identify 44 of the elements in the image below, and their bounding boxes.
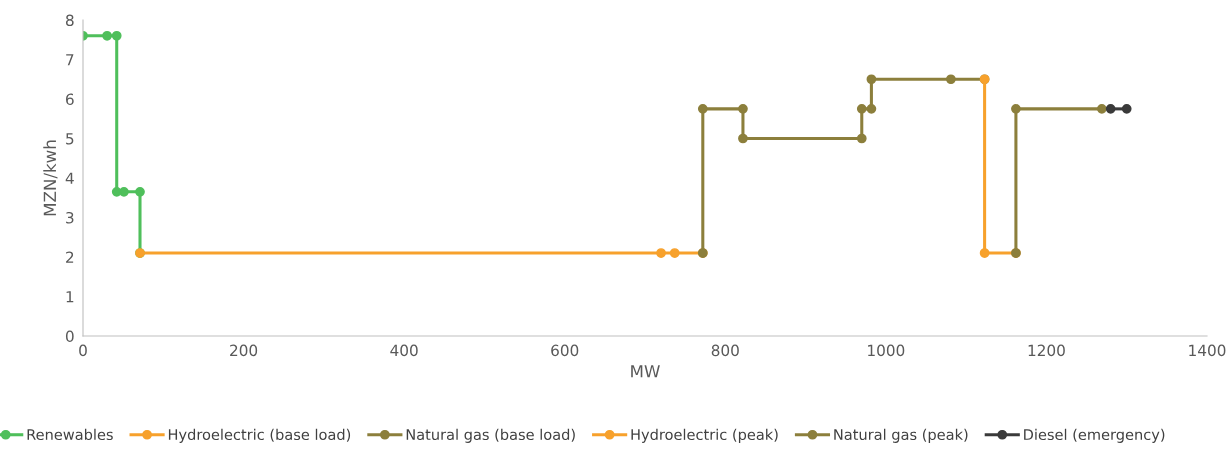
x-axis-title: MW <box>631 365 660 378</box>
point <box>866 104 877 114</box>
point <box>1011 104 1021 114</box>
x-tick-label: 600 <box>551 344 579 357</box>
y-axis-title: MZN/kwh <box>43 140 58 216</box>
point <box>856 104 867 114</box>
x-tick-label: 1400 <box>1189 344 1226 357</box>
point <box>135 186 145 197</box>
point <box>856 133 867 144</box>
legend-label: Natural gas (base load) <box>406 428 575 443</box>
x-tick-label: 1000 <box>868 344 905 357</box>
x-tick-label: 1200 <box>1028 344 1065 357</box>
point <box>102 30 112 41</box>
point <box>1105 104 1116 114</box>
y-tick-label: 2 <box>66 251 74 263</box>
y-tick-label: 0 <box>65 330 74 343</box>
x-tick-label: 0 <box>79 344 87 357</box>
y-tick-label: 3 <box>66 211 74 224</box>
point <box>946 74 956 85</box>
x-tick-label: 200 <box>230 344 258 357</box>
y-tick-label: 5 <box>66 133 74 145</box>
point <box>111 30 122 41</box>
point <box>119 186 129 197</box>
point <box>1121 104 1132 114</box>
point <box>656 248 666 258</box>
point <box>979 248 990 258</box>
legend-label: Hydroelectric (base load) <box>168 428 351 443</box>
point <box>697 104 708 114</box>
point <box>738 104 748 114</box>
point <box>738 133 748 144</box>
x-tick-label: 800 <box>711 344 739 357</box>
y-tick-label: 6 <box>66 93 74 106</box>
y-tick-label: 1 <box>66 291 74 303</box>
x-tick-label: 400 <box>390 344 418 357</box>
legend-label: Diesel (emergency) <box>1024 428 1165 443</box>
y-tick-label: 7 <box>66 54 74 66</box>
y-tick-label: 8 <box>65 14 74 27</box>
point <box>866 74 877 85</box>
legend-label: Renewables <box>27 428 113 441</box>
point <box>669 248 680 258</box>
legend-label: Hydroelectric (peak) <box>631 428 778 443</box>
point <box>1096 104 1107 114</box>
y-tick-label: 4 <box>65 172 74 184</box>
legend-label: Natural gas (peak) <box>834 428 968 443</box>
